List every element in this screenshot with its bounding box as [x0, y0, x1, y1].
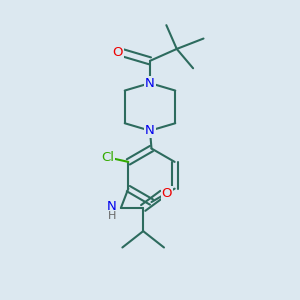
- Text: N: N: [107, 200, 117, 213]
- Text: O: O: [162, 187, 172, 200]
- Text: Cl: Cl: [101, 151, 114, 164]
- Text: H: H: [108, 211, 116, 221]
- Text: N: N: [145, 124, 155, 137]
- Text: N: N: [145, 76, 155, 90]
- Text: O: O: [112, 46, 123, 59]
